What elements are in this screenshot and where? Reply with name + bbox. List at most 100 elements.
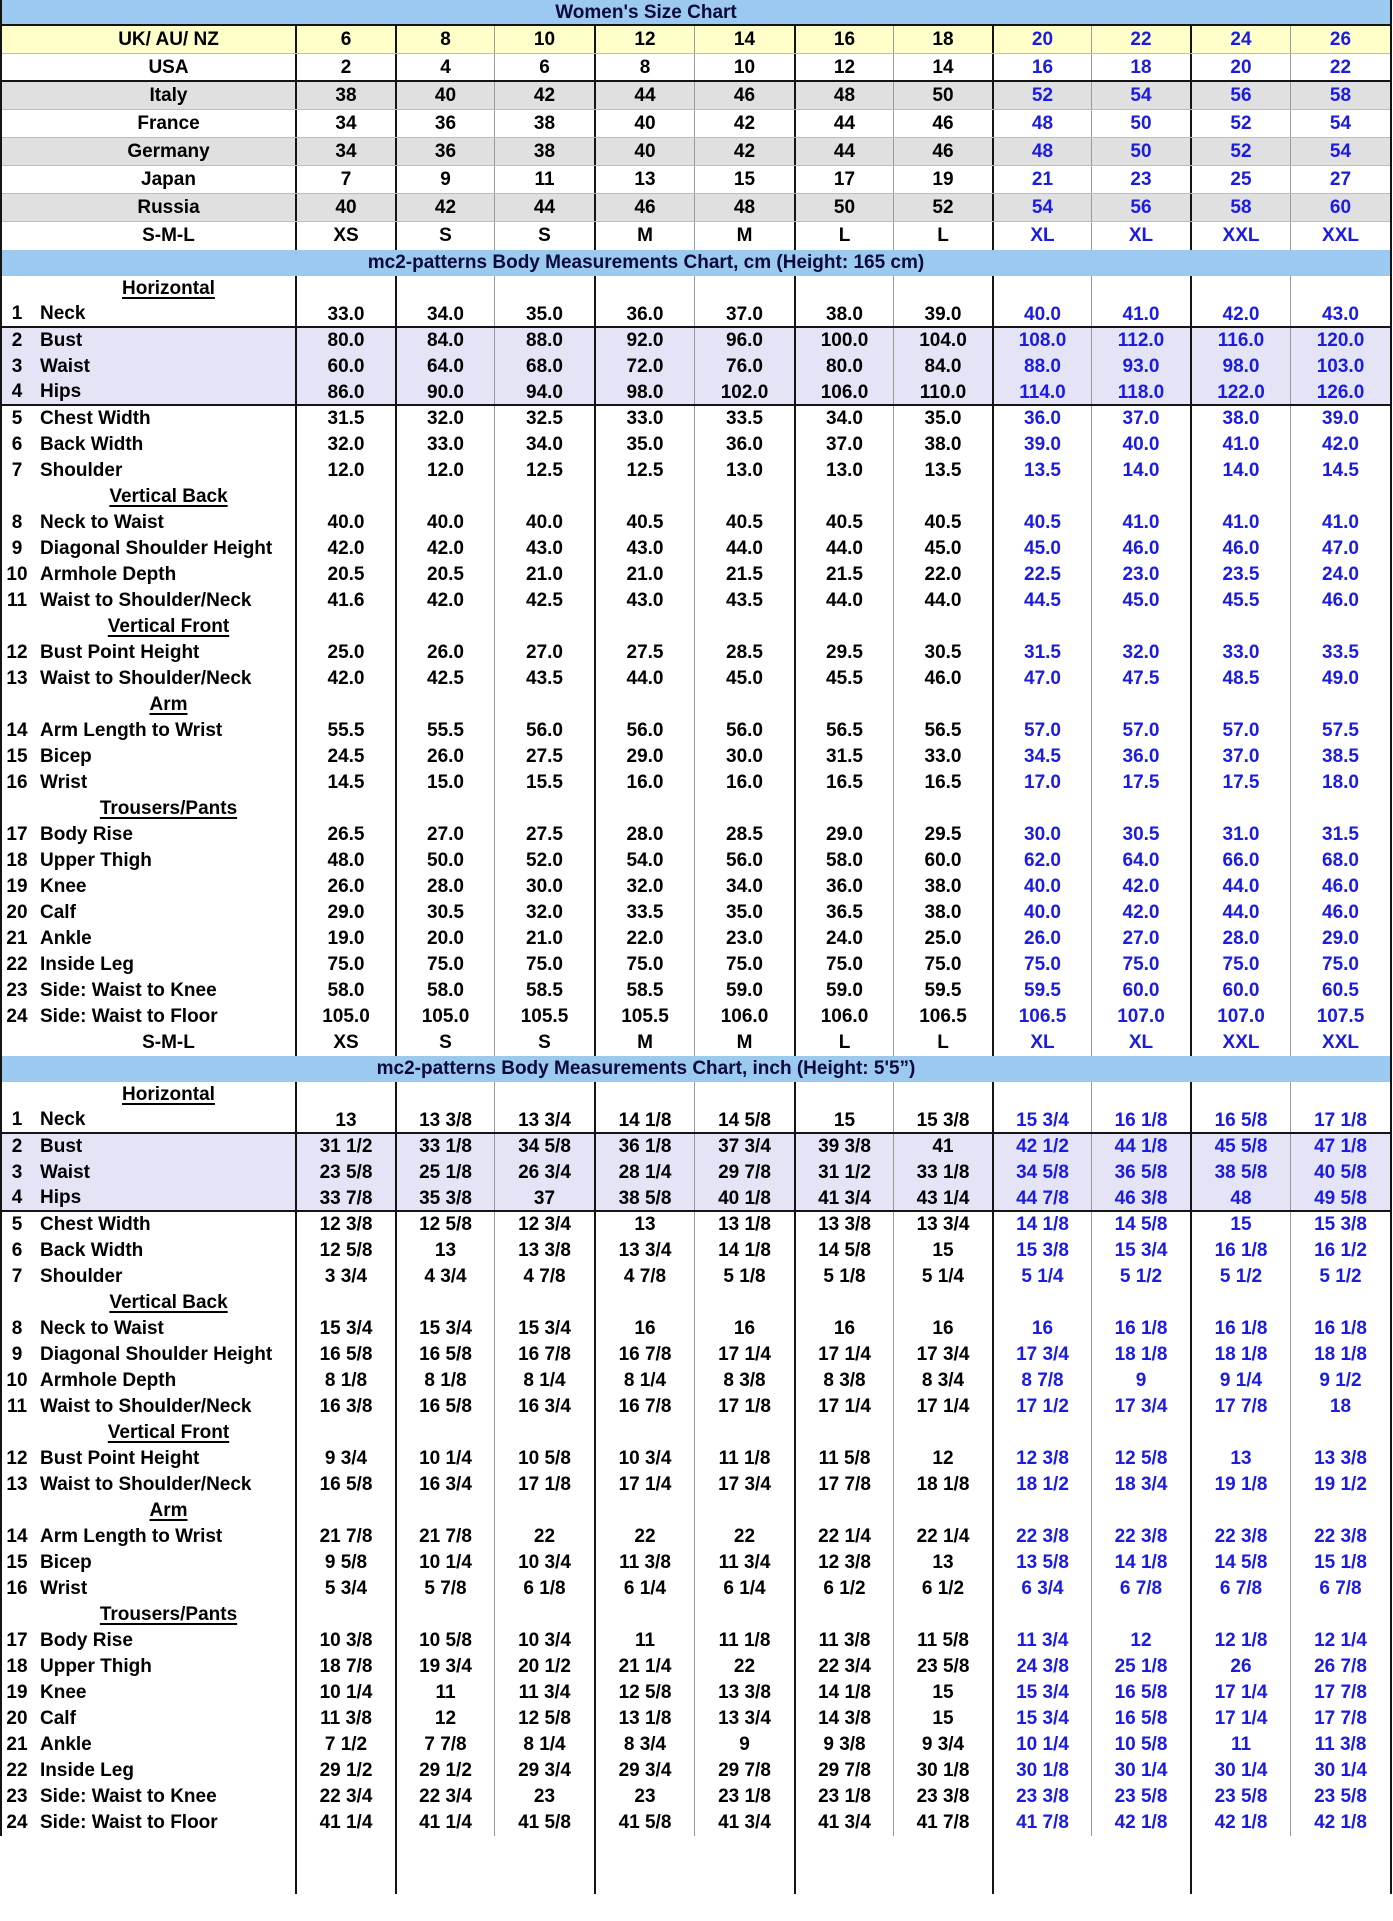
cell-value: 27 xyxy=(1290,166,1390,193)
cell-value xyxy=(694,1420,794,1446)
cell-value: 10 5/8 xyxy=(494,1446,594,1472)
cell-value: M xyxy=(594,222,694,250)
cell-value: 15 xyxy=(1190,1212,1290,1238)
cell-value: 40.5 xyxy=(992,510,1091,536)
row-label-text: Bust xyxy=(40,330,83,351)
cell-value: 12 3/8 xyxy=(992,1446,1091,1472)
cell-value: 38.0 xyxy=(1190,406,1290,432)
section-subheader: Vertical Front xyxy=(2,1420,295,1446)
cell-value: 41 3/4 xyxy=(694,1810,794,1836)
cell-value: 40 xyxy=(594,138,694,165)
cell-value: 8 3/4 xyxy=(893,1368,992,1394)
row-number: 24 xyxy=(6,1006,28,1027)
cell-value: 41 1/4 xyxy=(295,1810,395,1836)
cell-value: 22 3/8 xyxy=(1290,1524,1390,1550)
table-row: Vertical Back xyxy=(2,484,1390,510)
row-label: Italy xyxy=(149,85,188,106)
cell-value xyxy=(1091,1602,1190,1628)
row-label: 8 Neck to Waist xyxy=(2,510,295,536)
cell-value: 30 1/4 xyxy=(1091,1758,1190,1784)
row-label-text: Knee xyxy=(40,1682,87,1703)
cell-value: 44 xyxy=(594,82,694,109)
cell-value: 23 5/8 xyxy=(893,1654,992,1680)
cell-value xyxy=(594,796,694,822)
cell-value: L xyxy=(893,1030,992,1056)
cell-value: 38.0 xyxy=(893,432,992,458)
section-subheader-text: Vertical Front xyxy=(107,616,230,637)
cell-value: 29 1/2 xyxy=(295,1758,395,1784)
cell-value: 52 xyxy=(893,194,992,221)
cell-value: 4 3/4 xyxy=(395,1264,494,1290)
cell-value: 34.0 xyxy=(395,302,494,326)
cell-value: 13 3/8 xyxy=(694,1680,794,1706)
cell-value: 98.0 xyxy=(594,380,694,404)
cell-value: 68.0 xyxy=(1290,848,1390,874)
cell-value: 33 7/8 xyxy=(295,1186,395,1210)
row-label: 9 Diagonal Shoulder Height xyxy=(2,1342,295,1368)
cell-value: 44.5 xyxy=(992,588,1091,614)
cell-value xyxy=(893,1082,992,1108)
cell-value: 16 xyxy=(594,1316,694,1342)
cell-value: 41.0 xyxy=(1290,510,1390,536)
cell-value: S xyxy=(494,1030,594,1056)
row-number: 7 xyxy=(11,1266,23,1287)
cell-value: 75.0 xyxy=(1091,952,1190,978)
cell-value: 28.0 xyxy=(594,822,694,848)
row-label-text: Neck xyxy=(40,1109,86,1130)
section-subheader-text: Arm xyxy=(149,694,188,715)
cell-value: 13.0 xyxy=(794,458,893,484)
cell-value: 15 xyxy=(694,166,794,193)
cell-value: 50.0 xyxy=(395,848,494,874)
cell-value xyxy=(893,1602,992,1628)
cell-value: 39.0 xyxy=(992,432,1091,458)
table-row: 16 Wrist 5 3/4 5 7/8 6 1/8 6 1/4 6 1/4 6 1/2 6 1… xyxy=(2,1576,1390,1602)
cell-value: 43.0 xyxy=(594,588,694,614)
cell-value xyxy=(992,276,1091,302)
section-subheader: Horizontal xyxy=(2,1082,295,1108)
row-label-text: Waist xyxy=(40,1162,90,1183)
cell-value: 22 xyxy=(1091,26,1190,53)
cell-value: 13 1/8 xyxy=(594,1706,694,1732)
cell-value: 43.5 xyxy=(494,666,594,692)
cell-value: 47.0 xyxy=(992,666,1091,692)
row-number: 23 xyxy=(6,980,28,1001)
cell-value: 17 1/4 xyxy=(1190,1680,1290,1706)
cell-value: 22 xyxy=(1290,54,1390,80)
row-label-text: Side: Waist to Knee xyxy=(40,980,217,1001)
cell-value: 19 3/4 xyxy=(395,1654,494,1680)
cell-value: 46.0 xyxy=(1091,536,1190,562)
cell-value: 44 7/8 xyxy=(992,1186,1091,1210)
table-row: 9 Diagonal Shoulder Height 16 5/8 16 5/8 16 … xyxy=(2,1342,1390,1368)
cell-value: XS xyxy=(295,222,395,250)
cell-value xyxy=(694,1602,794,1628)
table-row: 4 Hips 86.0 90.0 94.0 98.0 102.0 106.0 110.0 114.… xyxy=(2,380,1390,406)
cell-value: 38.5 xyxy=(1290,744,1390,770)
cell-value: 44 xyxy=(794,138,893,165)
cell-value: 29.0 xyxy=(594,744,694,770)
cell-value: 103.0 xyxy=(1290,354,1390,380)
cell-value: 17 xyxy=(794,166,893,193)
cell-value: 16 5/8 xyxy=(295,1472,395,1498)
table-row: 15 Bicep 9 5/8 10 1/4 10 3/4 11 3/8 11 3/4 12 3… xyxy=(2,1550,1390,1576)
cell-value: 46 xyxy=(893,138,992,165)
cell-value: 35 3/8 xyxy=(395,1186,494,1210)
cell-value: 30 1/4 xyxy=(1290,1758,1390,1784)
row-number: 13 xyxy=(6,668,28,689)
cell-value: 52 xyxy=(1190,138,1290,165)
row-number: 13 xyxy=(6,1474,28,1495)
cell-value: 30.5 xyxy=(893,640,992,666)
cell-value: 107.0 xyxy=(1190,1004,1290,1030)
row-label: 1 Neck xyxy=(2,302,295,326)
cell-value: 22 3/4 xyxy=(395,1784,494,1810)
cell-value xyxy=(1290,484,1390,510)
cell-value: 30.5 xyxy=(395,900,494,926)
row-number: 10 xyxy=(6,1370,28,1391)
cell-value: 8 3/8 xyxy=(694,1368,794,1394)
row-label-text: Calf xyxy=(40,902,76,923)
row-number: 20 xyxy=(6,902,28,923)
cell-value: 86.0 xyxy=(295,380,395,404)
cell-value: 43 1/4 xyxy=(893,1186,992,1210)
cell-value: 40.0 xyxy=(992,302,1091,326)
cell-value: 12 xyxy=(794,54,893,80)
cell-value xyxy=(794,614,893,640)
